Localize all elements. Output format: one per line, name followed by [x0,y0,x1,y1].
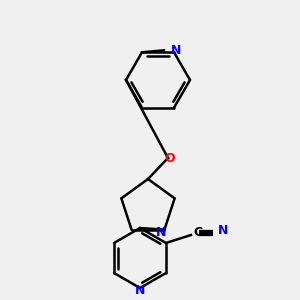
Text: N: N [218,224,228,238]
Text: N: N [156,226,167,239]
Text: N: N [135,284,145,298]
Text: O: O [165,152,175,164]
Text: N: N [171,44,181,57]
Text: C: C [193,226,202,239]
